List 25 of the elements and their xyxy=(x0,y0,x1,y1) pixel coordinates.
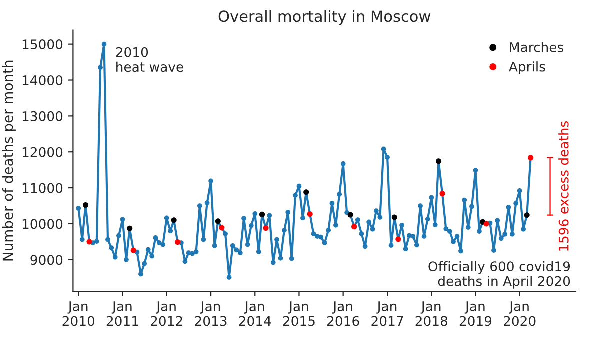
x-tick-label: Jan 2016 xyxy=(328,302,360,326)
x-tick-label: Jan 2018 xyxy=(416,302,448,326)
x-tick-label: Jan 2012 xyxy=(151,302,182,326)
x-tick-label: Jan 2013 xyxy=(195,302,227,326)
legend-label: Aprils xyxy=(509,62,546,74)
x-tick-label: Jan 2020 xyxy=(504,302,536,326)
y-tick-label: 10000 xyxy=(22,219,63,230)
y-tick-label: 9000 xyxy=(30,255,63,266)
y-tick-label: 14000 xyxy=(22,75,63,86)
x-tick-label: Jan 2015 xyxy=(283,302,315,326)
x-tick-label: Jan 2017 xyxy=(372,302,404,326)
y-tick-label: 11000 xyxy=(22,183,63,194)
annotation: 2010 heat wave xyxy=(116,47,184,72)
annotation: 1596 excess deaths xyxy=(558,121,569,251)
x-tick-label: Jan 2010 xyxy=(62,302,95,326)
annotation: Officially 600 covid19 deaths in April 2020 xyxy=(428,261,570,289)
x-tick-label: Jan 2014 xyxy=(239,302,272,326)
y-tick-label: 13000 xyxy=(22,111,63,122)
legend-label: Marches xyxy=(510,42,564,52)
x-tick-label: Jan 2019 xyxy=(460,302,492,326)
y-axis-title: Number of deaths per month xyxy=(2,60,16,261)
chart-title: Overall mortality in Moscow xyxy=(218,10,431,26)
y-tick-label: 15000 xyxy=(22,40,63,50)
x-tick-label: Jan 2011 xyxy=(106,302,138,326)
y-tick-label: 12000 xyxy=(22,147,63,158)
